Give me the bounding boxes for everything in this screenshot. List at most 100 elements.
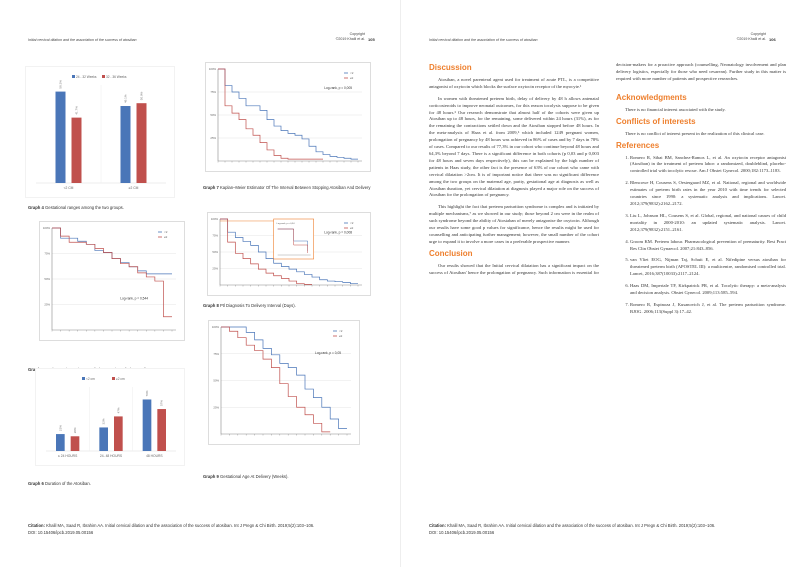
chart-svg: 100% 75% 50% 25% <2≥2 Log-rank, p = 0,544	[43, 226, 176, 332]
inset-annotation: Log-rank, p = 0,54	[277, 222, 296, 225]
citation-label: Citation:	[28, 523, 45, 528]
discussion-paragraph: In women with threatened preterm birth, …	[429, 95, 599, 198]
reference-item: Haas DM, Imperiale TF, Kirkpatrick PR, e…	[630, 283, 786, 297]
legend-swatch	[102, 75, 105, 78]
legend-swatch	[82, 377, 85, 380]
y-tick-label: 100%	[43, 226, 51, 230]
citation-text: Khalil MA, Saad R, Ibrahim AA. Initial c…	[447, 523, 716, 528]
page-number: 106	[769, 37, 776, 42]
legend-label: ≥2	[350, 226, 354, 230]
chart-svg: 100% 75% 50% 25% <2≥2 Log-rank, p = 0,005	[209, 67, 362, 163]
log-rank-annotation: Log-rank, p = 0,005	[324, 86, 352, 90]
graph-9-caption: Graph 9 Gestational Age At Delivery (Wee…	[203, 474, 289, 479]
legend-label: <2	[350, 221, 354, 225]
copyright: Copyright ©2019 Khalil et al.	[320, 32, 365, 41]
bar	[55, 91, 66, 183]
discussion-heading: Discussion	[429, 63, 472, 72]
chart-svg: <2 cm ≥2 cm ≤ 24 HOURS 23% 20% 24- 48 HOURS 32…	[46, 377, 176, 458]
bar	[142, 399, 152, 451]
y-tick-label: 50%	[213, 379, 219, 383]
bar-value-label: 70%	[145, 390, 149, 396]
reference-item: Liu L, Johnson HL, Cousens S, et al. Glo…	[630, 213, 786, 234]
km-curve-lt2	[52, 227, 172, 275]
column-left: Discussion Atosiban, a novel parenteral …	[429, 62, 599, 282]
chart-svg: 24 - 32 Weeks 32 - 36 Weeks <2 CM 58.3% 41.7…	[36, 75, 166, 190]
bar-value-label: 41.7%	[75, 106, 79, 115]
references-list: Romero R, Sibai BM, Sanchez-Ramos L, et …	[616, 155, 786, 316]
legend-label: ≥2	[164, 235, 168, 239]
reference-item: Romero R, Espinoza J, Kusanovich J, et a…	[630, 302, 786, 316]
legend-label: 32 - 36 Weeks	[106, 75, 127, 79]
conclusion-paragraph: Our results showed that the Initial cerv…	[429, 262, 599, 277]
km-curve-lt2	[218, 68, 358, 160]
km-curve-ge2	[52, 227, 172, 318]
graph-4-bar-chart: 24 - 32 Weeks 32 - 36 Weeks <2 CM 58.3% 41.7…	[25, 66, 175, 198]
y-tick-label: 25%	[212, 267, 218, 271]
copyright-holder: ©2019 Khalil et al.	[335, 36, 365, 41]
citation-label: Citation:	[429, 523, 446, 528]
legend-label: ≥2 cm	[116, 377, 125, 381]
citation: Citation: Khalil MA, Saad R, Ibrahim AA.…	[429, 523, 779, 536]
discussion-paragraph: Atosiban, a novel parenteral agent used …	[429, 76, 599, 89]
bar-value-label: 32%	[102, 418, 106, 424]
bar-value-label: 20%	[73, 427, 77, 433]
graph-4-caption: Graph 4 Gestational ranges among the two…	[28, 205, 124, 210]
bar-value-label: 58.3%	[59, 80, 63, 89]
conclusion-continued: Our results showed that the Initial cerv…	[616, 62, 786, 81]
graph-7-caption: Graph 7 Kaplan–Meier Estimator Of The In…	[203, 185, 371, 190]
graph-8-caption: Graph 8 Ptl Diagnosis To Delivery Interv…	[203, 303, 296, 308]
legend-label: <2	[339, 329, 343, 333]
left-page: Initial cervical dilation and the associ…	[25, 32, 375, 535]
legend-swatch	[72, 75, 75, 78]
log-rank-annotation: Log-rank, p = 0,05	[315, 351, 341, 355]
bar	[71, 117, 82, 183]
right-page: Initial cervical dilation and the associ…	[400, 0, 800, 567]
bar	[56, 434, 65, 451]
log-rank-annotation: Log-rank, p = 0,008	[324, 231, 352, 235]
references-heading: References	[616, 140, 660, 150]
y-tick-label: 100%	[212, 325, 220, 329]
km-curve-ge2	[220, 218, 312, 285]
y-tick-label: 75%	[212, 234, 218, 238]
y-tick-label: 50%	[212, 250, 218, 254]
conclusion-heading: Conclusion	[429, 248, 473, 258]
graph-7-km-chart: 100% 75% 50% 25% <2 ≥2 Log-rank, p = 0,005	[205, 62, 371, 172]
bar-value-label: 50.9%	[140, 91, 144, 100]
km-curve-ge2	[221, 326, 331, 433]
legend-label: 24 - 32 Weeks	[76, 75, 97, 79]
km-curve-lt2	[221, 326, 347, 429]
copyright-holder: ©2019 Khalil et al.	[736, 36, 766, 41]
category-label: ≤ 24 HOURS	[58, 454, 78, 458]
page-number: 105	[368, 37, 375, 42]
y-tick-label: 75%	[44, 252, 50, 256]
legend-label: <2	[164, 230, 168, 234]
y-tick-label: 25%	[213, 405, 219, 409]
citation-text: Khalil MA, Saad R, Ibrahim AA. Initial c…	[46, 523, 315, 528]
bar	[120, 106, 131, 183]
bar-value-label: 57%	[160, 400, 164, 406]
column-right: Our results showed that the Initial cerv…	[616, 62, 786, 321]
chart-svg: 100% 75% 50% 25% <2≥2 Log-rank, p = 0,05	[212, 325, 351, 436]
y-tick-label: 75%	[210, 90, 216, 94]
acknowledgments-text: There is no financial interest associate…	[625, 106, 726, 112]
y-tick-label: 100%	[209, 67, 217, 71]
bar-value-label: 49.1%	[124, 94, 128, 103]
category-label: ≥2 CM	[129, 186, 139, 190]
citation-doi[interactable]: DOI: 10.15406/ipcb.2019.05.00156	[28, 529, 94, 535]
y-tick-label: 25%	[44, 303, 50, 307]
copyright-line: Copyright	[349, 32, 365, 36]
conflicts-heading: Conflicts of interests	[616, 116, 696, 126]
acknowledgments-heading: Acknowledgments	[616, 93, 687, 102]
running-title: Initial cervical dilation and the associ…	[28, 38, 137, 42]
legend-label: <2	[350, 71, 354, 75]
bar	[157, 409, 166, 451]
reference-item: Blencowe H, Cousens S, Oestergaard MZ, e…	[630, 180, 786, 208]
bar-value-label: 47%	[116, 407, 120, 413]
legend-swatch	[112, 377, 115, 380]
citation-doi[interactable]: DOI: 10.15406/ipcb.2019.05.00156	[429, 529, 495, 535]
graph-8-km-chart: 100% 75% 50% 25% <2 ≥2 Log-rank, p = 0,008 Log-…	[207, 212, 371, 296]
category-label: 24- 48 HOURS	[100, 454, 123, 458]
bar	[114, 416, 123, 451]
y-tick-label: 50%	[210, 113, 216, 117]
copyright: Copyright ©2019 Khalil et al.	[721, 32, 766, 41]
